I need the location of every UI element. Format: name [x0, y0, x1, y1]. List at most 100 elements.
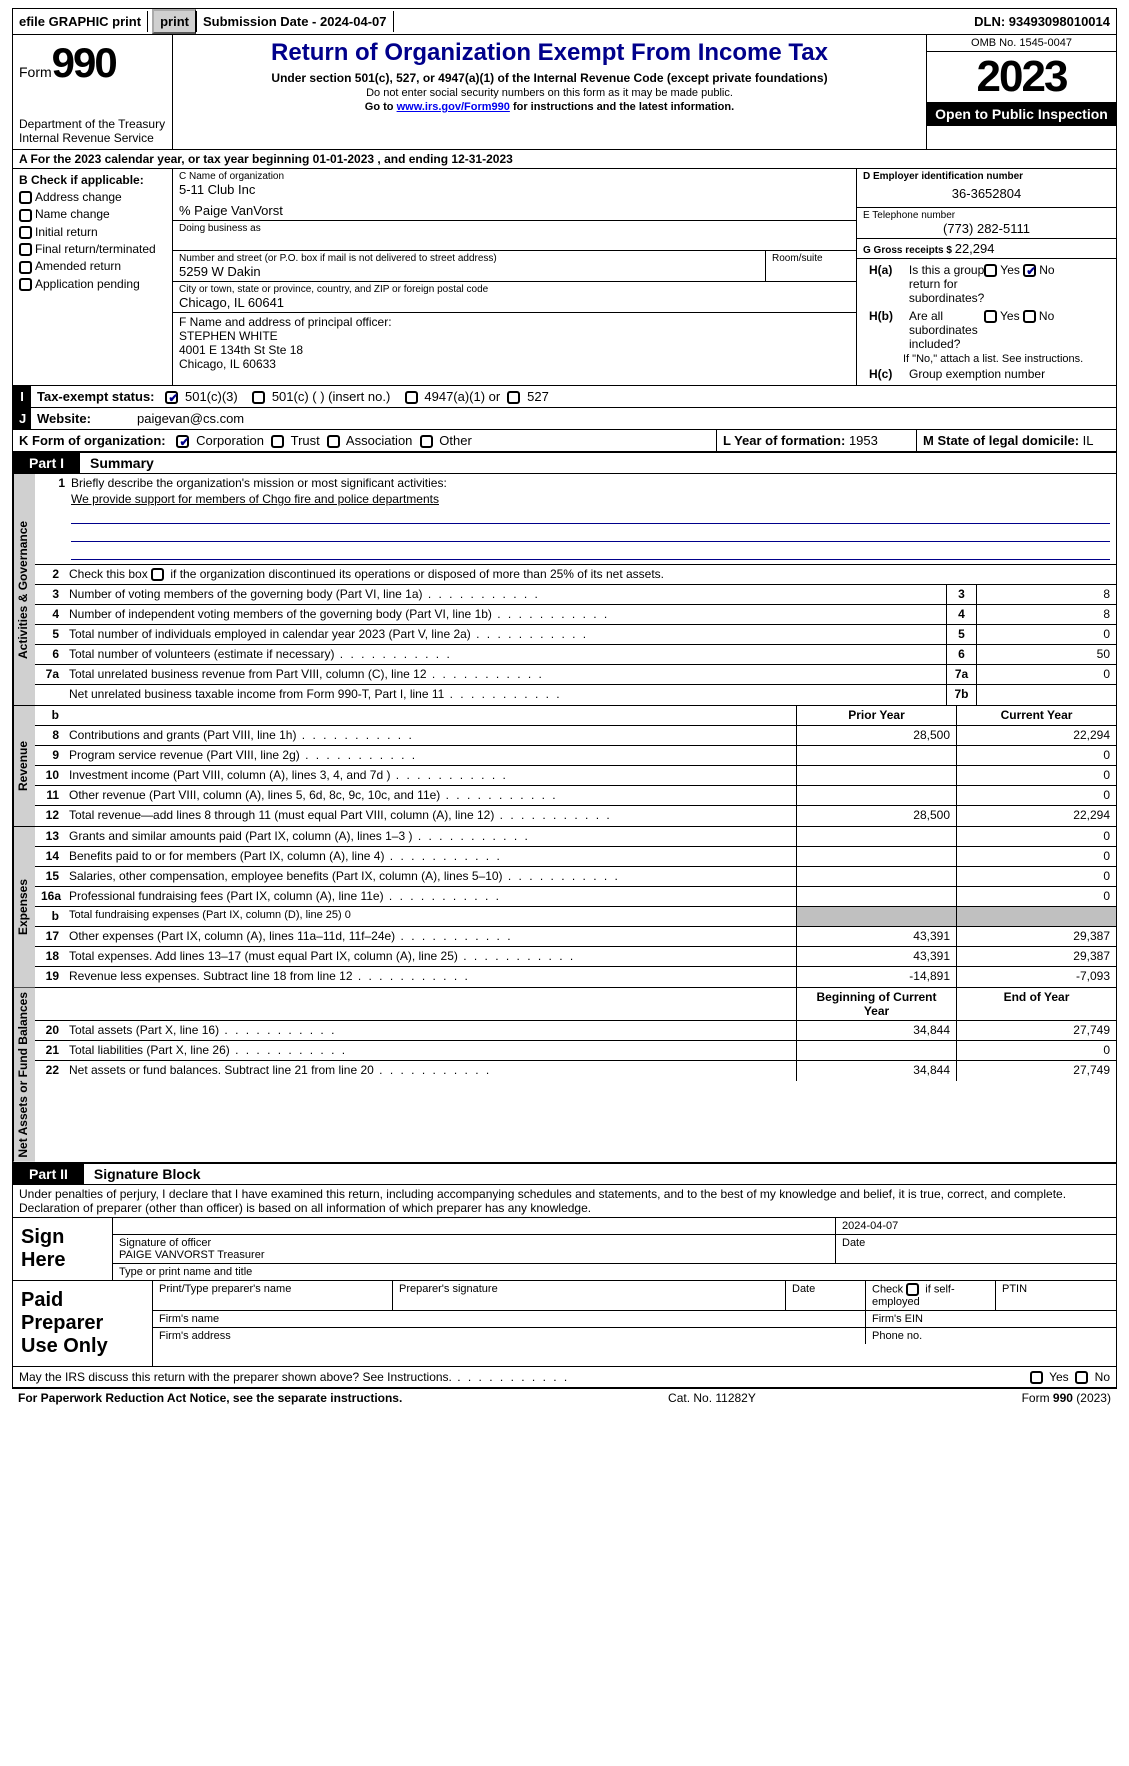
summary-prior: 28,500: [796, 806, 956, 826]
box-b-title: B Check if applicable:: [19, 173, 166, 187]
sig-officer-label: Signature of officer: [119, 1237, 829, 1249]
prior-year-hdr: Prior Year: [796, 706, 956, 725]
form-title: Return of Organization Exempt From Incom…: [181, 39, 918, 67]
summary-prior: 34,844: [796, 1021, 956, 1040]
chk-ha-yes[interactable]: [984, 264, 997, 277]
form-header: Form 990 Department of the Treasury Inte…: [12, 35, 1117, 150]
chk-address-change[interactable]: [19, 191, 32, 204]
opt-assoc: Association: [346, 433, 412, 448]
city-label: City or town, state or province, country…: [179, 284, 850, 295]
chk-ha-no[interactable]: [1023, 264, 1036, 277]
sig-date-label: Date: [836, 1235, 1116, 1263]
efile-graphic-label: efile GRAPHIC print: [13, 11, 148, 32]
summary-prior: [796, 746, 956, 765]
summary-val: 0: [976, 625, 1116, 644]
chk-527[interactable]: [507, 391, 520, 404]
street-label: Number and street (or P.O. box if mail i…: [179, 253, 759, 264]
summary-desc: Professional fundraising fees (Part IX, …: [65, 887, 796, 906]
cat-label: Cat. No. 11282Y: [668, 1391, 756, 1405]
print-button[interactable]: print: [152, 9, 196, 34]
chk-final-return[interactable]: [19, 243, 32, 256]
hb-label: Are all subordinates included?: [909, 309, 984, 351]
summary-box: 6: [946, 645, 976, 664]
chk-discuss-yes[interactable]: [1030, 1371, 1043, 1384]
type-name-label: Type or print name and title: [113, 1264, 1116, 1280]
chk-hb-yes[interactable]: [984, 310, 997, 323]
period-end: 12-31-2023: [451, 152, 512, 166]
chk-501c3[interactable]: [165, 391, 178, 404]
state-dom-label: M State of legal domicile:: [923, 433, 1083, 448]
summary-curr: [956, 907, 1116, 926]
hb-note: If "No," attach a list. See instructions…: [863, 353, 1110, 365]
summary-curr: 0: [956, 1041, 1116, 1060]
ptin-label: PTIN: [996, 1281, 1116, 1310]
summary-desc: Number of voting members of the governin…: [65, 585, 946, 604]
chk-assoc[interactable]: [327, 435, 340, 448]
chk-corp[interactable]: [176, 435, 189, 448]
officer-addr2: Chicago, IL 60633: [179, 357, 850, 371]
part2-title: Signature Block: [84, 1164, 1116, 1184]
discuss-yes: Yes: [1049, 1370, 1069, 1384]
summary-curr: 22,294: [956, 806, 1116, 826]
q2-label: Check this box if the organization disco…: [65, 565, 1116, 584]
summary-desc: Total fundraising expenses (Part IX, col…: [65, 907, 796, 926]
opt-app-pending: Application pending: [35, 277, 140, 291]
chk-discuss-no[interactable]: [1075, 1371, 1088, 1384]
section-revenue: Revenue: [13, 706, 35, 826]
top-toolbar: efile GRAPHIC print print Submission Dat…: [12, 8, 1117, 35]
summary-prior: 43,391: [796, 947, 956, 966]
curr-year-hdr: Current Year: [956, 706, 1116, 725]
summary-desc: Total liabilities (Part X, line 26): [65, 1041, 796, 1060]
summary-prior: 28,500: [796, 726, 956, 745]
chk-other[interactable]: [420, 435, 433, 448]
period-begin: 01-01-2023: [313, 152, 374, 166]
chk-self-emp[interactable]: [906, 1283, 919, 1296]
hb-no: No: [1039, 309, 1054, 323]
prep-sig-label: Preparer's signature: [393, 1281, 786, 1310]
officer-addr1: 4001 E 134th St Ste 18: [179, 343, 850, 357]
room-label: Room/suite: [772, 253, 850, 264]
sign-date: 2024-04-07: [836, 1218, 1116, 1234]
form-number: 990: [52, 39, 116, 87]
tax-year: 2023: [927, 52, 1116, 102]
chk-initial-return[interactable]: [19, 226, 32, 239]
opt-address-change: Address change: [35, 190, 122, 204]
ha-no: No: [1039, 263, 1054, 277]
org-name: 5-11 Club Inc: [179, 182, 850, 197]
hb-prefix: H(b): [869, 309, 909, 351]
tax-exempt-label: Tax-exempt status:: [37, 389, 155, 404]
chk-501c[interactable]: [252, 391, 265, 404]
chk-4947[interactable]: [405, 391, 418, 404]
submission-date-label: Submission Date - 2024-04-07: [196, 11, 394, 32]
chk-hb-no[interactable]: [1023, 310, 1036, 323]
chk-discontinued[interactable]: [151, 568, 164, 581]
firm-addr-label: Firm's address: [153, 1328, 866, 1344]
ein-value: 36-3652804: [863, 182, 1110, 205]
section-governance: Activities & Governance: [13, 474, 35, 705]
summary-curr: 0: [956, 827, 1116, 846]
summary-box: 7b: [946, 685, 976, 705]
summary-curr: 0: [956, 746, 1116, 765]
firm-phone-label: Phone no.: [866, 1328, 1116, 1344]
prep-name-label: Print/Type preparer's name: [153, 1281, 393, 1310]
summary-box: 4: [946, 605, 976, 624]
state-dom-value: IL: [1083, 433, 1094, 448]
chk-amended[interactable]: [19, 261, 32, 274]
prep-date-label: Date: [786, 1281, 866, 1310]
summary-prior: [796, 887, 956, 906]
phone-label: E Telephone number: [863, 210, 1110, 221]
summary-desc: Net assets or fund balances. Subtract li…: [65, 1061, 796, 1081]
row-j-label: J: [13, 408, 31, 429]
summary-desc: Total unrelated business revenue from Pa…: [65, 665, 946, 684]
irs-link[interactable]: www.irs.gov/Form990: [397, 101, 510, 113]
summary-curr: 22,294: [956, 726, 1116, 745]
chk-name-change[interactable]: [19, 209, 32, 222]
part2-tab: Part II: [13, 1164, 84, 1184]
year-form-label: L Year of formation:: [723, 433, 849, 448]
paid-prep-label: Paid Preparer Use Only: [13, 1281, 153, 1366]
chk-trust[interactable]: [271, 435, 284, 448]
chk-app-pending[interactable]: [19, 278, 32, 291]
summary-curr: 0: [956, 887, 1116, 906]
sign-here-label: Sign Here: [13, 1218, 113, 1280]
summary-prior: [796, 827, 956, 846]
